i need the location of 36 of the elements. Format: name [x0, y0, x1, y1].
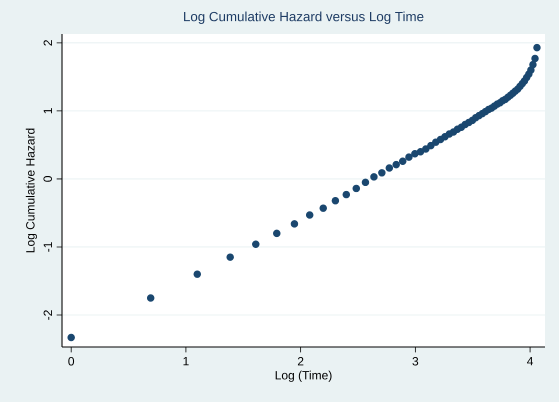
y-axis-title: Log Cumulative Hazard: [26, 128, 37, 252]
point: [422, 145, 430, 153]
point: [67, 334, 75, 342]
point: [529, 60, 537, 68]
point: [332, 196, 340, 204]
x-tick-label: 1: [183, 357, 189, 366]
point: [533, 44, 541, 52]
point: [392, 160, 400, 168]
point: [531, 54, 539, 62]
point: [342, 190, 350, 198]
x-tick-label: 0: [68, 357, 74, 366]
y-tick-label: 1: [44, 108, 52, 114]
x-axis-title: Log (Time): [276, 370, 332, 382]
point: [290, 220, 298, 228]
point: [306, 211, 314, 219]
point: [226, 253, 234, 261]
x-tick-label: 3: [412, 357, 418, 366]
point: [362, 178, 370, 186]
point: [370, 173, 378, 181]
y-tick-label: 0: [43, 176, 52, 182]
point: [194, 270, 202, 278]
point: [405, 153, 413, 161]
point: [386, 164, 394, 172]
point: [352, 184, 360, 192]
point: [399, 157, 406, 165]
point: [273, 230, 281, 238]
chart-title: Log Cumulative Hazard versus Log Time: [184, 12, 424, 24]
point: [146, 294, 154, 302]
point: [378, 169, 386, 177]
point: [320, 204, 327, 212]
y-tick-label: -1: [44, 242, 52, 252]
point: [252, 240, 260, 248]
x-tick-label: 4: [527, 357, 534, 366]
y-tick-label: -2: [44, 310, 52, 320]
y-tick-label: 2: [44, 40, 52, 46]
x-tick-label: 2: [298, 357, 304, 366]
